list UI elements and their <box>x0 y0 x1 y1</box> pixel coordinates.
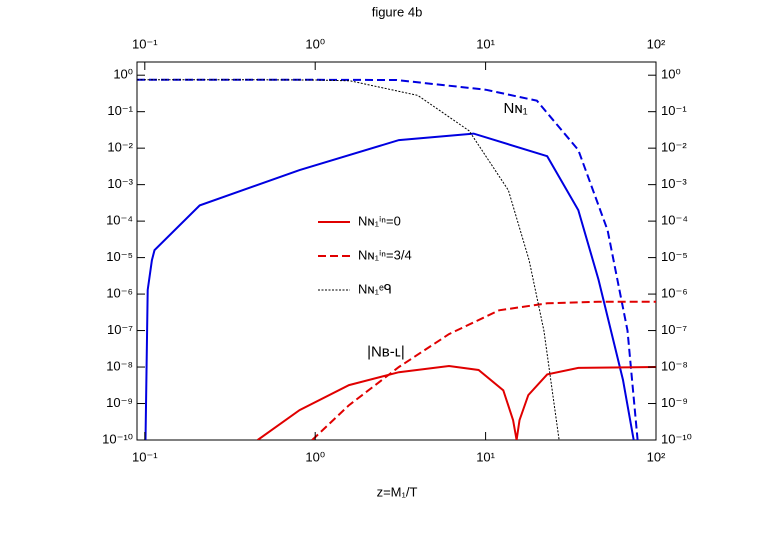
y-tick-label: 10⁻³ <box>107 176 133 191</box>
data-line <box>257 364 656 440</box>
legend-label: Nɴ₁ⁱⁿ=3/4 <box>358 247 412 262</box>
y-tick-label-right: 10⁻⁷ <box>661 322 687 337</box>
x-tick-label-top: 10⁻¹ <box>132 36 158 51</box>
x-axis-label: z=M₁/T <box>377 484 418 499</box>
y-tick-label: 10⁻¹⁰ <box>102 431 133 446</box>
y-tick-label-right: 10⁻⁶ <box>661 286 688 301</box>
y-tick-label: 10⁻⁷ <box>107 322 133 337</box>
data-line <box>137 78 639 440</box>
y-tick-label-right: 10⁻¹⁰ <box>661 431 692 446</box>
y-tick-label-right: 10⁻⁵ <box>661 249 688 264</box>
y-tick-label-right: 10⁰ <box>661 67 681 82</box>
y-tick-label: 10⁻⁸ <box>106 358 133 373</box>
x-tick-label-top: 10⁰ <box>305 36 325 51</box>
plot-frame <box>136 61 657 441</box>
x-tick-label: 10⁻¹ <box>132 449 158 464</box>
data-line <box>144 132 635 440</box>
x-tick-label: 10⁰ <box>305 449 325 464</box>
x-tick-label-top: 10² <box>647 36 666 51</box>
y-tick-label: 10⁻² <box>107 140 133 155</box>
y-tick-label: 10⁻¹ <box>107 103 133 118</box>
y-tick-label-right: 10⁻⁹ <box>661 395 688 410</box>
plot-area <box>137 78 656 440</box>
annotation: |Nʙ-ʟ| <box>367 343 405 360</box>
x-tick-label-top: 10¹ <box>476 36 495 51</box>
legend-label: Nɴ₁ⁱⁿ=0 <box>358 213 401 228</box>
y-tick-label: 10⁰ <box>113 67 133 82</box>
annotation: Nɴ₁ <box>504 100 528 117</box>
chart-title: figure 4b <box>372 4 423 19</box>
y-tick-label: 10⁻⁵ <box>106 249 133 264</box>
x-tick-label: 10¹ <box>476 449 495 464</box>
legend-label: Nɴ₁ᵉᑫ <box>358 281 392 296</box>
y-tick-label-right: 10⁻⁴ <box>661 213 688 228</box>
y-tick-label-right: 10⁻² <box>661 140 687 155</box>
y-tick-label: 10⁻⁹ <box>106 395 133 410</box>
data-line <box>311 300 656 440</box>
y-tick-label-right: 10⁻⁸ <box>661 358 688 373</box>
x-tick-label: 10² <box>647 449 666 464</box>
y-tick-label: 10⁻⁴ <box>106 213 133 228</box>
y-tick-label: 10⁻⁶ <box>106 286 133 301</box>
y-tick-label-right: 10⁻¹ <box>661 103 687 118</box>
y-tick-label-right: 10⁻³ <box>661 176 687 191</box>
